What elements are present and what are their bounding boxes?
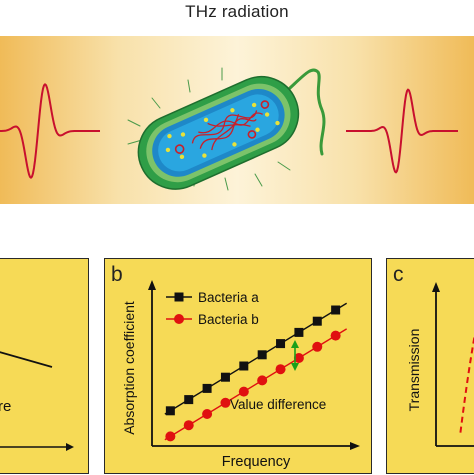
panel-c-ylabel: Transmission: [406, 328, 422, 411]
data-point-bacteria-b: [165, 431, 175, 441]
panel-c: c Transmission: [386, 258, 474, 474]
data-point-bacteria-a: [294, 327, 303, 336]
legend-label-bacteria-b: Bacteria b: [198, 312, 259, 327]
panel-b-xlabel: Frequency: [221, 454, 290, 470]
panel-b-y-arrowhead: [148, 280, 156, 290]
panel-b-axes: [148, 280, 360, 450]
data-point-bacteria-a: [276, 339, 285, 348]
data-point-bacteria-b: [257, 375, 267, 385]
data-point-bacteria-a: [220, 372, 229, 381]
panel-a: re: [0, 258, 89, 474]
data-point-bacteria-b: [202, 409, 212, 419]
value-difference-label: Value difference: [230, 397, 326, 412]
data-point-bacteria-b: [220, 397, 230, 407]
data-point-bacteria-a: [331, 305, 340, 314]
data-point-bacteria-a: [165, 406, 174, 415]
panel-b: b Value difference Frequency Absorption …: [104, 258, 372, 474]
thz-banner: [0, 36, 474, 204]
bacterium-illustration: [127, 65, 324, 201]
panel-a-plot: re: [0, 259, 89, 475]
panel-a-x-arrowhead: [66, 443, 74, 451]
data-point-bacteria-a: [184, 395, 193, 404]
panel-a-curve: [0, 351, 52, 367]
data-point-bacteria-b: [275, 364, 285, 374]
legend-entry-bacteria-a: Bacteria a: [166, 290, 259, 305]
thz-pulse-left: [0, 84, 100, 177]
panel-b-ylabel: Absorption coefficient: [121, 301, 137, 435]
legend-marker-bacteria-b: [174, 314, 184, 324]
data-point-bacteria-a: [312, 316, 321, 325]
data-point-bacteria-a: [202, 383, 211, 392]
panel-c-y-arrowhead: [432, 282, 440, 292]
legend-label-bacteria-a: Bacteria a: [198, 290, 259, 305]
panel-b-x-arrowhead: [350, 442, 360, 450]
data-point-bacteria-b: [312, 341, 322, 351]
panel-c-curve: [460, 318, 474, 436]
legend-marker-bacteria-a: [174, 292, 183, 301]
panel-a-annotation: re: [0, 398, 11, 415]
panel-b-legend: Bacteria a Bacteria b: [166, 290, 259, 327]
banner-illustration: [0, 36, 474, 204]
data-point-bacteria-b: [330, 330, 340, 340]
panel-c-plot: Transmission: [386, 258, 474, 474]
figure-title: THz radiation: [0, 2, 474, 22]
data-point-bacteria-b: [238, 386, 248, 396]
data-point-bacteria-a: [239, 361, 248, 370]
legend-entry-bacteria-b: Bacteria b: [166, 312, 259, 327]
panel-b-chart: Value difference Frequency Absorption co…: [104, 258, 372, 474]
data-point-bacteria-a: [257, 350, 266, 359]
data-point-bacteria-b: [183, 420, 193, 430]
thz-pulse-right: [346, 90, 458, 173]
